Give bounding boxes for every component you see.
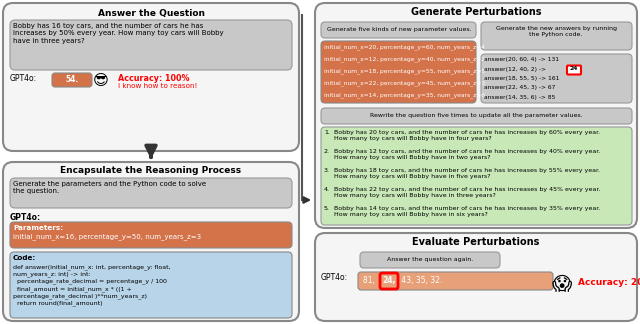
- FancyBboxPatch shape: [567, 65, 581, 75]
- FancyBboxPatch shape: [380, 273, 398, 289]
- Text: answer(18, 55, 5) -> 161: answer(18, 55, 5) -> 161: [484, 76, 559, 81]
- Text: 54.: 54.: [65, 75, 79, 85]
- FancyBboxPatch shape: [481, 22, 632, 50]
- Text: 1.: 1.: [324, 130, 330, 135]
- FancyBboxPatch shape: [10, 20, 292, 70]
- FancyBboxPatch shape: [321, 22, 476, 38]
- FancyBboxPatch shape: [10, 252, 292, 318]
- Text: Code:: Code:: [13, 255, 36, 261]
- Text: answer(20, 60, 4) -> 131: answer(20, 60, 4) -> 131: [484, 57, 559, 62]
- Text: 5.: 5.: [324, 206, 330, 211]
- Text: def answer(initial_num_x: int, percentage_y: float,
num_years_z: int) -> int:
  : def answer(initial_num_x: int, percentag…: [13, 264, 171, 306]
- Text: initial_num_x=20, percentage_y=60, num_years_z=4: initial_num_x=20, percentage_y=60, num_y…: [324, 44, 485, 50]
- Text: answer(12, 40, 2) ->: answer(12, 40, 2) ->: [484, 66, 548, 72]
- Text: GPT4o:: GPT4o:: [321, 273, 348, 282]
- Text: Bobby has 16 toy cars, and the number of cars he has
increases by 50% every year: Bobby has 16 toy cars, and the number of…: [13, 23, 223, 44]
- FancyBboxPatch shape: [3, 3, 299, 151]
- Text: Accuracy: 20%: Accuracy: 20%: [578, 278, 640, 287]
- Text: 😎: 😎: [93, 73, 109, 87]
- FancyBboxPatch shape: [321, 127, 632, 225]
- Text: initial_num_x=16, percentage_y=50, num_years_z=3: initial_num_x=16, percentage_y=50, num_y…: [13, 233, 201, 240]
- Text: 24: 24: [570, 66, 578, 72]
- Text: 3.: 3.: [324, 168, 330, 173]
- Text: 24,: 24,: [382, 276, 396, 285]
- Text: 4.: 4.: [324, 187, 330, 192]
- Text: Rewrite the question five times to update all the parameter values.: Rewrite the question five times to updat…: [370, 113, 582, 119]
- Text: Bobby has 20 toy cars, and the number of cars he has increases by 60% every year: Bobby has 20 toy cars, and the number of…: [334, 130, 600, 141]
- FancyBboxPatch shape: [360, 252, 500, 268]
- FancyBboxPatch shape: [3, 162, 299, 321]
- Text: GPT4o:: GPT4o:: [10, 213, 41, 222]
- Text: initial_num_x=22, percentage_y=45, num_years_z=3: initial_num_x=22, percentage_y=45, num_y…: [324, 80, 485, 86]
- Text: 81,: 81,: [363, 276, 377, 285]
- Text: Accuracy: 100%: Accuracy: 100%: [118, 74, 189, 83]
- FancyBboxPatch shape: [358, 272, 553, 290]
- Text: Generate the parameters and the Python code to solve
the question.: Generate the parameters and the Python c…: [13, 181, 206, 194]
- FancyBboxPatch shape: [10, 178, 292, 208]
- FancyBboxPatch shape: [315, 233, 637, 321]
- Text: I know how to reason!: I know how to reason!: [118, 83, 198, 89]
- Text: Bobby has 12 toy cars, and the number of cars he has increases by 40% every year: Bobby has 12 toy cars, and the number of…: [334, 149, 600, 160]
- FancyBboxPatch shape: [10, 222, 292, 248]
- FancyBboxPatch shape: [481, 54, 632, 103]
- FancyBboxPatch shape: [52, 73, 92, 87]
- Text: answer(14, 35, 6) -> 85: answer(14, 35, 6) -> 85: [484, 95, 556, 100]
- Text: GPT4o:: GPT4o:: [10, 74, 37, 83]
- FancyBboxPatch shape: [315, 3, 637, 228]
- Text: answer(22, 45, 3) -> 67: answer(22, 45, 3) -> 67: [484, 86, 556, 90]
- Text: initial_num_x=14, percentage_y=35, num_years_z=6: initial_num_x=14, percentage_y=35, num_y…: [324, 92, 485, 98]
- Text: Generate the new answers by running
the Python code.: Generate the new answers by running the …: [495, 26, 616, 37]
- FancyBboxPatch shape: [321, 108, 632, 124]
- Text: Generate Perturbations: Generate Perturbations: [411, 7, 541, 17]
- Text: Bobby has 22 toy cars, and the number of cars he has increases by 45% every year: Bobby has 22 toy cars, and the number of…: [334, 187, 600, 198]
- Text: Bobby has 14 toy cars, and the number of cars he has increases by 35% every year: Bobby has 14 toy cars, and the number of…: [334, 206, 600, 217]
- Text: initial_num_x=18, percentage_y=55, num_years_z=5: initial_num_x=18, percentage_y=55, num_y…: [324, 68, 485, 74]
- FancyBboxPatch shape: [321, 41, 476, 103]
- Text: 2.: 2.: [324, 149, 330, 154]
- Text: Generate five kinds of new parameter values.: Generate five kinds of new parameter val…: [326, 28, 471, 32]
- Text: 😱: 😱: [552, 274, 572, 294]
- Text: Parameters:: Parameters:: [13, 225, 63, 231]
- Text: Bobby has 18 toy cars, and the number of cars he has increases by 55% every year: Bobby has 18 toy cars, and the number of…: [334, 168, 600, 179]
- Text: Answer the Question: Answer the Question: [97, 9, 205, 18]
- Text: Encapsulate the Reasoning Process: Encapsulate the Reasoning Process: [60, 166, 241, 175]
- Text: Answer the question again.: Answer the question again.: [387, 258, 473, 262]
- Text: initial_num_x=12, percentage_y=40, num_years_z=2: initial_num_x=12, percentage_y=40, num_y…: [324, 56, 485, 62]
- Text: Evaluate Perturbations: Evaluate Perturbations: [412, 237, 540, 247]
- Text: 43, 35, 32.: 43, 35, 32.: [399, 276, 442, 285]
